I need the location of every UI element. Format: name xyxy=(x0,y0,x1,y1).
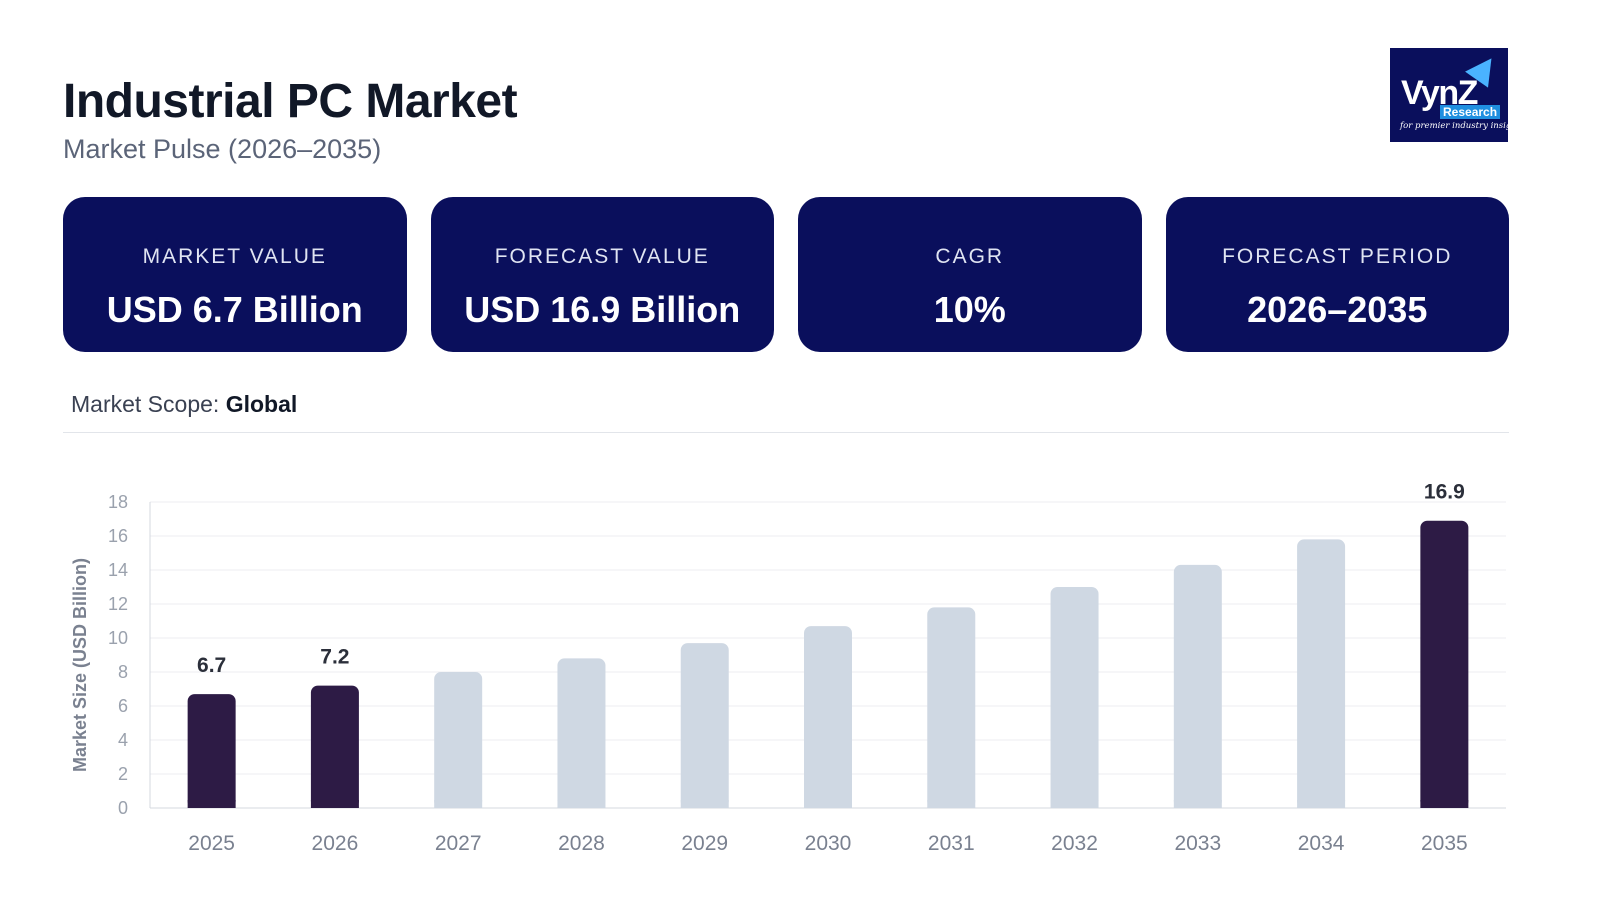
chart-bars xyxy=(187,520,1469,808)
market-scope-label: Market Scope: xyxy=(71,391,220,417)
bar-2028 xyxy=(557,658,606,808)
x-tick-label: 2028 xyxy=(558,832,605,855)
bar-base-2025 xyxy=(187,800,236,808)
kpi-card-forecast-value: FORECAST VALUE USD 16.9 Billion xyxy=(430,197,774,352)
kpi-value: 2026–2035 xyxy=(1247,289,1428,330)
y-tick-label: 16 xyxy=(108,526,128,546)
bar-base-2033 xyxy=(1173,800,1222,808)
y-tick-label: 10 xyxy=(108,628,128,648)
y-tick-label: 0 xyxy=(118,798,128,818)
market-scope: Market Scope: Global xyxy=(71,391,297,418)
kpi-label: FORECAST VALUE xyxy=(494,245,710,268)
bar-base-2029 xyxy=(680,800,729,808)
x-tick-label: 2029 xyxy=(681,832,728,855)
bar-2034 xyxy=(1297,539,1346,808)
bar-base-2032 xyxy=(1050,800,1099,808)
data-label: 6.7 xyxy=(197,654,226,677)
bar-2033 xyxy=(1173,564,1222,808)
y-tick-label: 2 xyxy=(118,764,128,784)
bar-2030 xyxy=(804,626,852,808)
kpi-card-forecast-period: FORECAST PERIOD 2026–2035 xyxy=(1165,197,1509,352)
x-axis-labels: 2025 2026 2027 2028 2029 2030 2031 2032 2033 2034… xyxy=(188,832,1467,855)
x-tick-label: 2033 xyxy=(1174,832,1221,855)
logo-tagline: for premier industry insights xyxy=(1400,121,1508,131)
kpi-card-market-value: MARKET VALUE USD 6.7 Billion xyxy=(63,197,407,352)
bar-2035 xyxy=(1420,520,1469,808)
bar-2025 xyxy=(187,694,236,808)
bar-2027 xyxy=(434,672,483,808)
data-label: 7.2 xyxy=(320,646,349,669)
logo-subtext: Research xyxy=(1440,105,1501,119)
market-scope-value: Global xyxy=(225,391,298,417)
page-title: Industrial PC Market xyxy=(63,75,518,128)
bar-base-2031 xyxy=(927,800,976,808)
data-label: 16.9 xyxy=(1424,481,1465,504)
kpi-label: CAGR xyxy=(935,245,1005,268)
x-tick-label: 2034 xyxy=(1298,832,1345,855)
bar-2029 xyxy=(680,643,729,808)
x-tick-label: 2026 xyxy=(312,832,359,855)
market-size-bar-chart: 0 2 4 6 8 10 12 14 16 18 2025 2026 2027 2028 2029 2030… xyxy=(70,481,1506,855)
bar-base-2035 xyxy=(1420,800,1469,808)
kpi-card-cagr: CAGR 10% xyxy=(798,197,1142,352)
kpi-value: 10% xyxy=(933,289,1006,330)
y-tick-label: 4 xyxy=(118,730,128,750)
page-subtitle: Market Pulse (2026–2035) xyxy=(63,134,382,164)
x-tick-label: 2025 xyxy=(188,832,235,855)
data-labels: 6.7 7.2 16.9 xyxy=(197,481,1465,677)
section-divider xyxy=(63,432,1509,433)
y-axis-ticks: 0 2 4 6 8 10 12 14 16 18 xyxy=(108,492,128,818)
x-tick-label: 2031 xyxy=(928,832,975,855)
kpi-label: MARKET VALUE xyxy=(142,245,327,268)
y-tick-label: 6 xyxy=(118,696,128,716)
y-tick-label: 18 xyxy=(108,492,128,512)
bar-base-2034 xyxy=(1297,800,1346,808)
x-tick-label: 2030 xyxy=(805,832,852,855)
x-tick-label: 2035 xyxy=(1421,832,1468,855)
bar-base-2027 xyxy=(434,800,483,808)
y-tick-label: 12 xyxy=(108,594,128,614)
y-axis-title: Market Size (USD Billion) xyxy=(70,558,90,772)
kpi-cards: MARKET VALUE USD 6.7 Billion FORECAST VA… xyxy=(63,197,1509,352)
bar-base-2030 xyxy=(804,800,852,808)
bar-2031 xyxy=(927,607,976,808)
y-tick-label: 8 xyxy=(118,662,128,682)
bar-base-2026 xyxy=(310,800,359,808)
x-tick-label: 2027 xyxy=(435,832,482,855)
kpi-label: FORECAST PERIOD xyxy=(1222,245,1453,268)
bar-2032 xyxy=(1050,587,1099,808)
bar-2026 xyxy=(310,685,359,808)
kpi-value: USD 6.7 Billion xyxy=(106,289,363,330)
kpi-value: USD 16.9 Billion xyxy=(464,289,741,330)
bar-base-2028 xyxy=(557,800,606,808)
brand-logo: VynZ Research for premier industry insig… xyxy=(1390,48,1508,142)
y-tick-label: 14 xyxy=(108,560,128,580)
x-tick-label: 2032 xyxy=(1051,832,1098,855)
